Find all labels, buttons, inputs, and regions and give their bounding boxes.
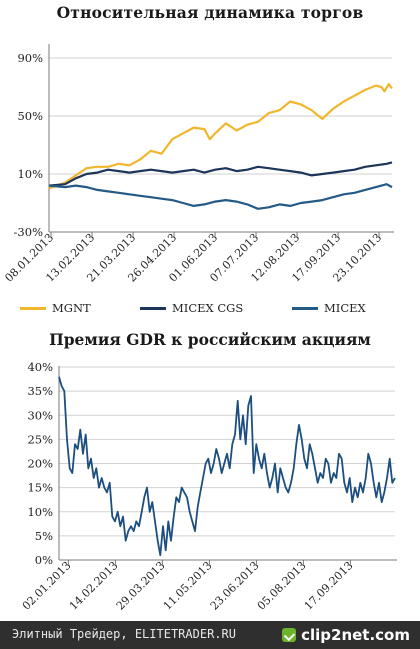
- chart2-y-tick-label: 40%: [27, 360, 53, 374]
- chart2-x-tick-label: 29.03.2013: [114, 559, 168, 613]
- chart2-y-tick-label: 35%: [27, 384, 53, 398]
- watermark-bar: Элитный Трейдер, ELITETRADER.RU clip2net…: [0, 621, 420, 649]
- chart2-title: Премия GDR к российским акциям: [49, 330, 371, 349]
- chart2-x-tick-label: 23.06.2013: [208, 559, 262, 613]
- chart2-y-tick-label: 0%: [35, 553, 53, 567]
- chart2-x-tick-label: 14.02.2013: [67, 559, 121, 613]
- chart2-y-tick-label: 25%: [27, 432, 53, 446]
- chart2-y-tick-label: 30%: [27, 408, 53, 422]
- chart1-title: Относительная динамика торгов: [56, 3, 364, 22]
- legend-item-micex: MICEX: [292, 301, 366, 315]
- chart1-y-tick-label: 50%: [17, 109, 43, 123]
- source-credit: Элитный Трейдер, ELITETRADER.RU: [12, 627, 236, 641]
- chart2-x-tick-label: 17.09.2013: [302, 559, 356, 613]
- chart2-y-tick-label: 20%: [27, 457, 53, 471]
- chart1-y-tick-label: 10%: [17, 167, 43, 181]
- chart2-y-tick-label: 5%: [35, 529, 53, 543]
- legend-swatch-micex-cgs: [140, 306, 166, 310]
- legend-item-micex-cgs: MICEX CGS: [140, 301, 243, 315]
- legend-label-micex: MICEX: [324, 301, 366, 315]
- chart1-legend: MGNT MICEX CGS MICEX: [0, 301, 420, 319]
- chart2-plot: 0%5%10%15%20%25%30%35%40%02.01.201314.02…: [20, 360, 397, 613]
- chart1-series-line-micex-cgs: [48, 161, 393, 187]
- chart2-series-line-gdr-premium: [58, 376, 396, 557]
- clip2net-brand: clip2net.com: [282, 624, 410, 646]
- chart1-plot: -30%10%50%90%08.01.201313.02.201321.03.2…: [2, 44, 394, 285]
- clip2net-logo-icon: [282, 628, 297, 642]
- chart1-y-tick-label: 90%: [17, 51, 43, 65]
- chart1-y-tick-label: -30%: [14, 225, 44, 239]
- clip2net-brand-name: clip2net.com: [301, 626, 410, 644]
- chart2-y-tick-label: 10%: [27, 505, 53, 519]
- legend-swatch-mgnt: [20, 306, 46, 310]
- chart2-y-tick-label: 15%: [27, 481, 53, 495]
- legend-item-mgnt: MGNT: [20, 301, 91, 315]
- legend-label-micex-cgs: MICEX CGS: [172, 301, 244, 315]
- chart2-x-tick-label: 11.05.2013: [161, 559, 215, 613]
- legend-label-mgnt: MGNT: [52, 301, 91, 315]
- legend-swatch-micex: [292, 306, 318, 310]
- chart1-series-line-mgnt: [48, 83, 393, 190]
- chart2-x-tick-label: 05.08.2013: [255, 559, 309, 613]
- chart1-series-line-micex: [48, 183, 393, 210]
